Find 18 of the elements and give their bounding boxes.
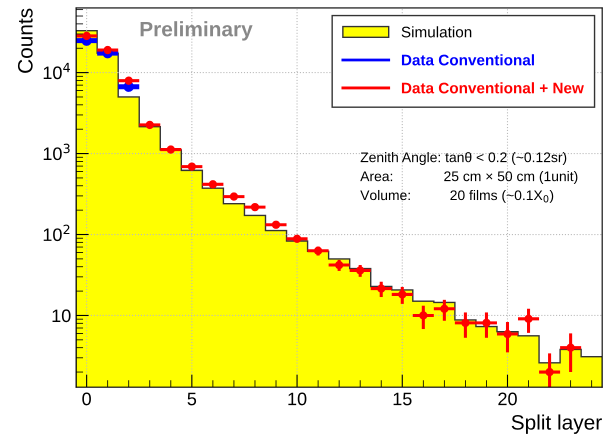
y-tick-label: 10 <box>52 309 71 322</box>
annotation: Zenith Angle: tanθ < 0.2 (~0.12sr) <box>360 152 566 165</box>
y-tick-label: 10$^{2}$ <box>44 224 70 242</box>
x-axis-title: Split layer <box>512 414 602 434</box>
y-axis-title: Counts <box>18 8 33 73</box>
y-tick-label: 10$^{3}$ <box>44 144 70 160</box>
x-tick-label: 5 <box>188 392 196 406</box>
x-tick-label: 10 <box>288 392 306 406</box>
y-tick-label: 10$^{4}$ <box>44 62 70 80</box>
annotation: Volume: 20 films (~0.1X$_{0}$) <box>360 190 554 203</box>
x-tick-label: 0 <box>82 392 91 406</box>
x-tick-label: 15 <box>394 392 412 406</box>
legend-label: Simulation <box>402 26 472 38</box>
legend-label: Data Conventional <box>402 54 534 66</box>
annotation: Preliminary <box>140 21 253 41</box>
legend-label: Data Conventional + New <box>402 82 584 94</box>
x-tick-label: 20 <box>498 392 517 406</box>
annotation: Area: 25 cm × 50 cm (1unit) <box>360 171 578 184</box>
